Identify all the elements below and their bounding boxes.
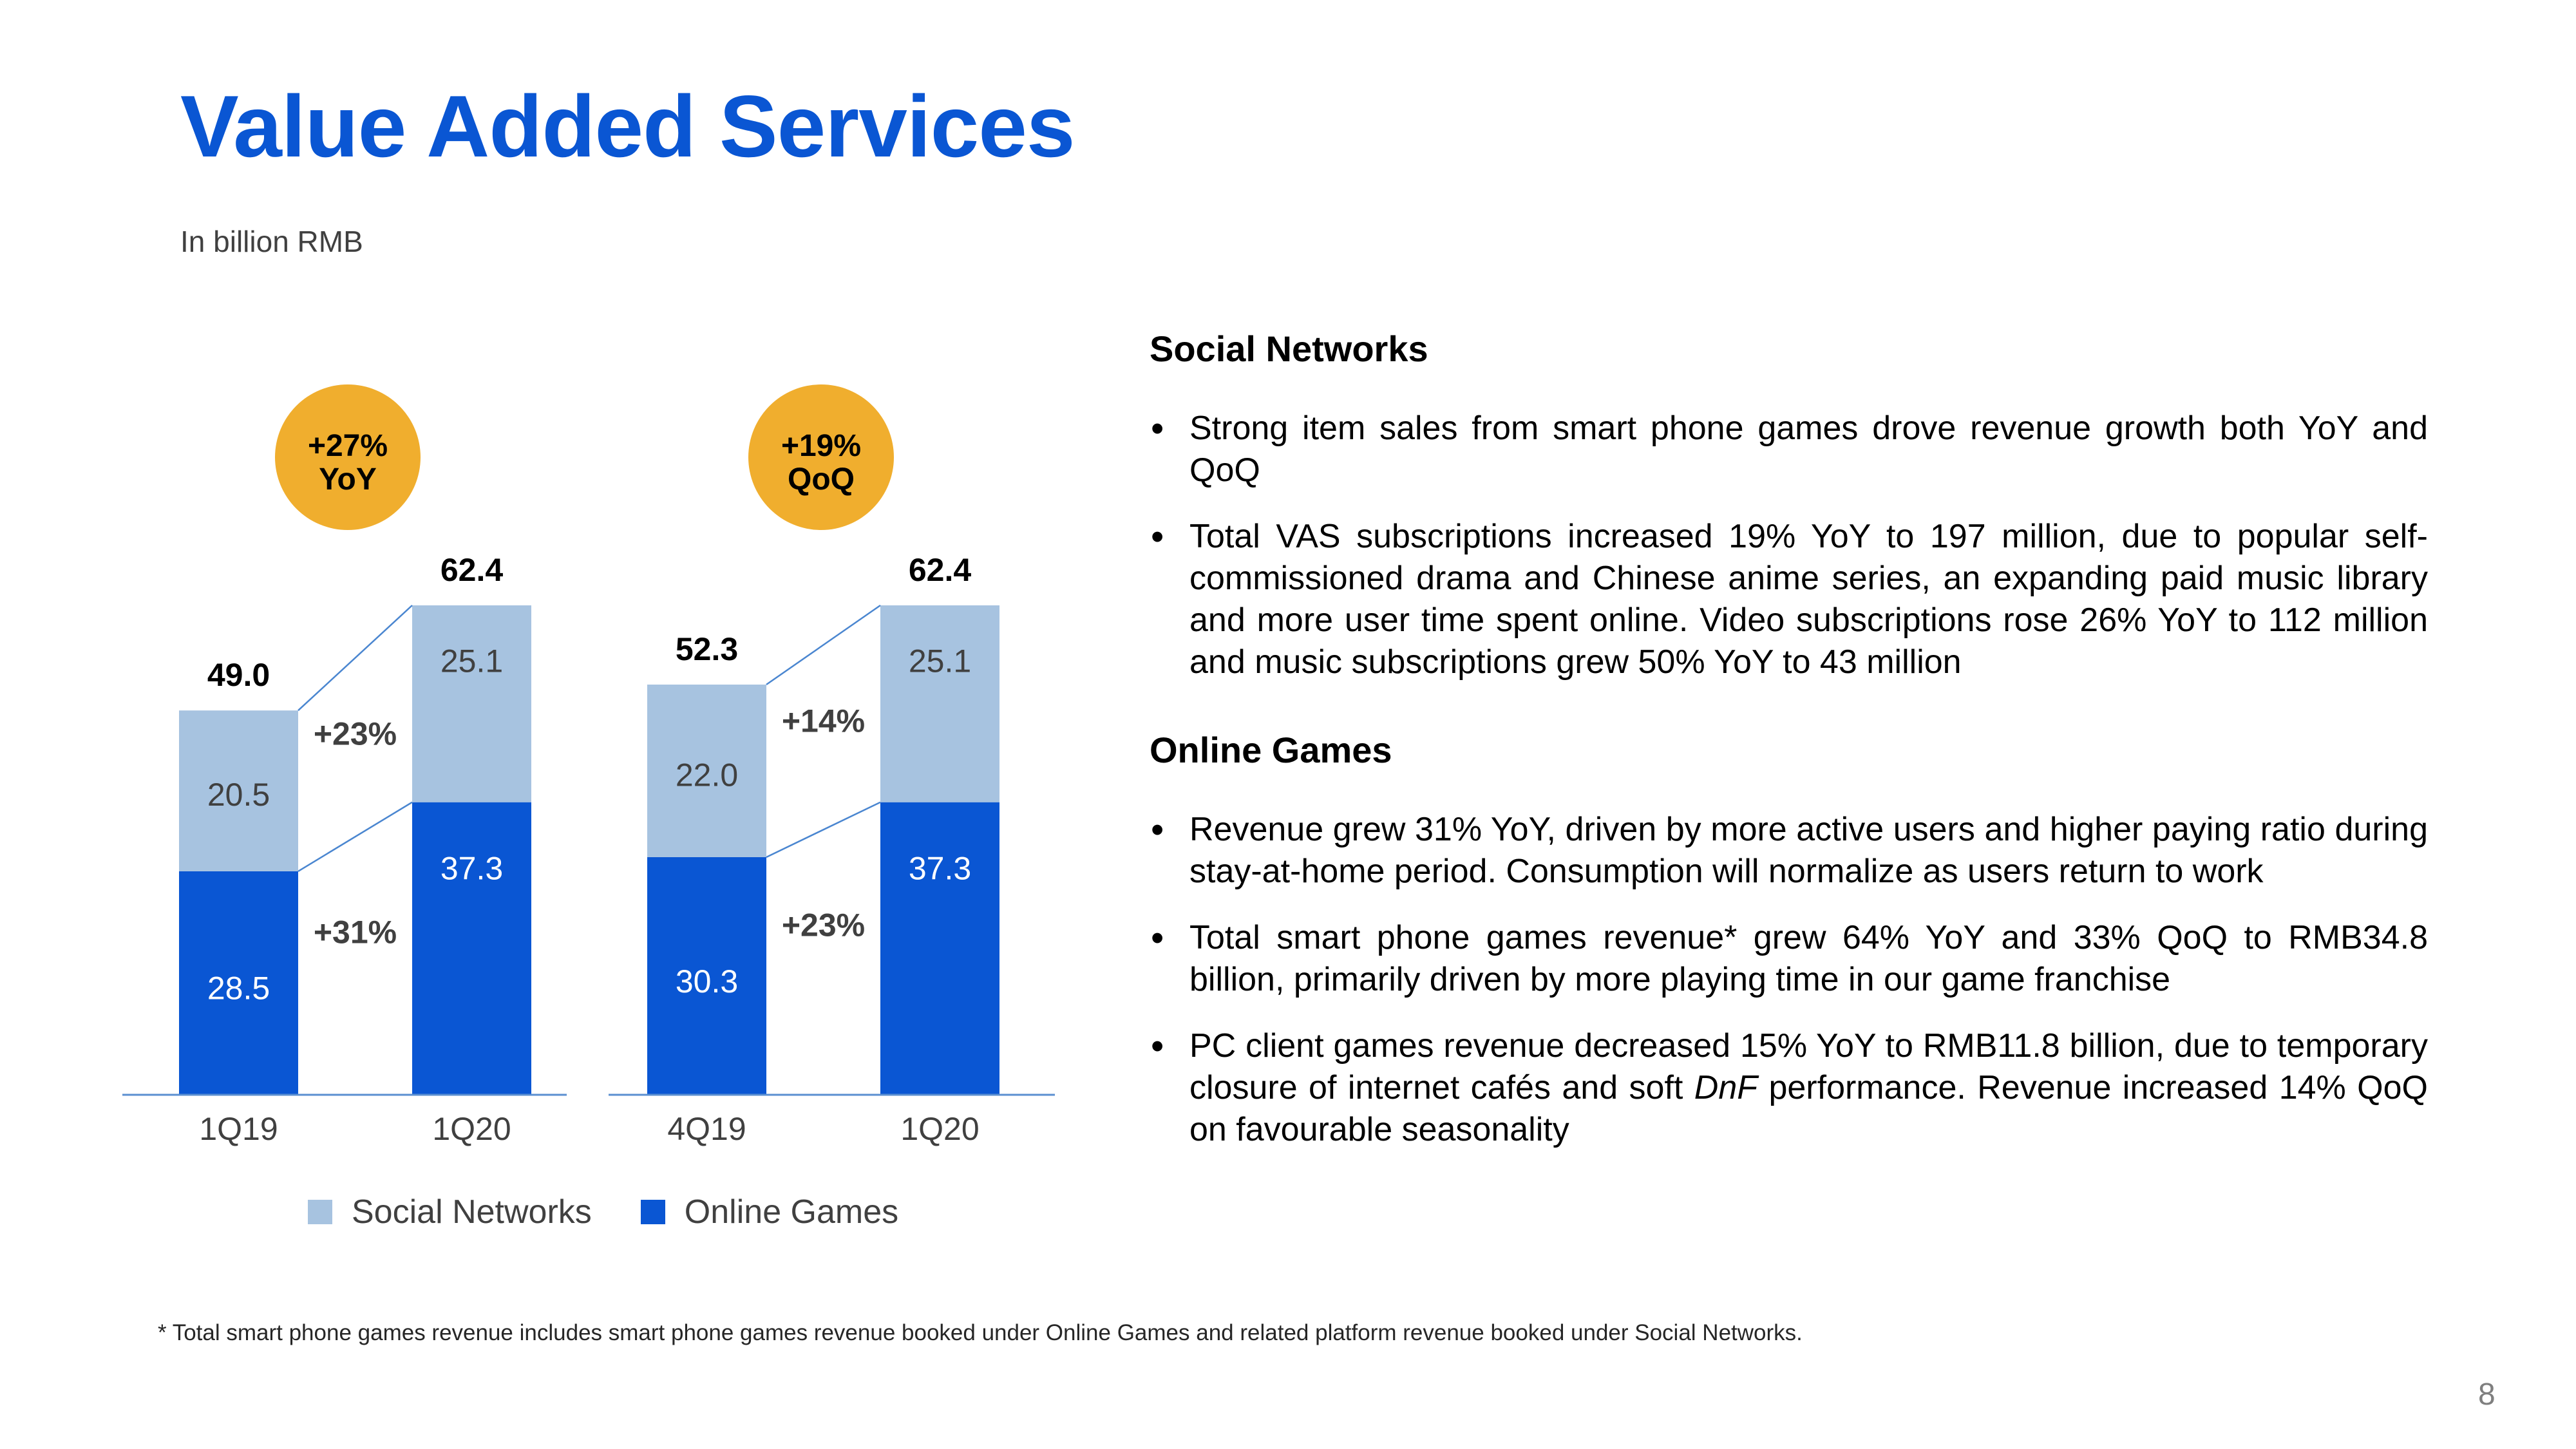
social-networks-bullets: Strong item sales from smart phone games… — [1150, 408, 2428, 683]
unit-subtitle: In billion RMB — [180, 225, 363, 258]
x-tick-label: 4Q19 — [667, 1111, 746, 1147]
data-label-total: 52.3 — [676, 631, 738, 667]
connector-line-total — [766, 604, 881, 686]
growth-badge-value: +27% — [308, 429, 388, 463]
online-games-bullets: Revenue grew 31% YoY, driven by more act… — [1150, 809, 2428, 1151]
growth-label-online-games: +23% — [782, 907, 865, 943]
growth-badge — [748, 384, 894, 530]
growth-badge-period: QoQ — [788, 462, 855, 497]
bullet-item: Strong item sales from smart phone games… — [1150, 408, 2428, 491]
bar-social-networks-1q20-c2 — [880, 605, 999, 802]
growth-badge-value: +19% — [781, 429, 861, 463]
x-tick-label: 1Q19 — [199, 1111, 278, 1147]
bar-online-games-1q20-c2 — [880, 802, 999, 1095]
footnote: * Total smart phone games revenue includ… — [158, 1320, 1803, 1345]
connector-line-total — [298, 605, 413, 712]
bullet-item: PC client games revenue decreased 15% Yo… — [1150, 1025, 2428, 1151]
bar-online-games-1q20-c1 — [412, 802, 531, 1095]
data-label-total: 62.4 — [909, 552, 972, 588]
x-tick-label: 1Q20 — [900, 1111, 979, 1147]
legend-label-social-networks: Social Networks — [352, 1193, 592, 1231]
bar-online-games-1q19-c1 — [179, 871, 298, 1095]
page-number: 8 — [2478, 1378, 2496, 1412]
bullet-item: Revenue grew 31% YoY, driven by more act… — [1150, 809, 2428, 893]
data-label-total: 49.0 — [207, 657, 270, 693]
growth-badge — [275, 384, 421, 530]
data-label-social-networks: 25.1 — [440, 643, 503, 679]
pc-bullet-game-title: DnF — [1694, 1069, 1758, 1107]
legend-swatch-online-games — [640, 1200, 665, 1224]
legend-swatch-social-networks — [308, 1200, 332, 1224]
chart-legend: Social Networks Online Games — [308, 1193, 947, 1231]
bar-social-networks-1q19-c1 — [179, 710, 298, 871]
data-label-total: 62.4 — [440, 552, 504, 588]
connector-line-online-games — [298, 801, 413, 872]
bullet-item: Total smart phone games revenue* grew 64… — [1150, 917, 2428, 1001]
x-tick-label: 1Q20 — [432, 1111, 511, 1147]
commentary-panel: Social Networks Strong item sales from s… — [1150, 327, 2428, 1151]
bar-social-networks-1q20-c1 — [412, 605, 531, 802]
bar-social-networks-4q19-c2 — [647, 685, 766, 857]
page-title: Value Added Services — [180, 77, 1075, 175]
data-label-social-networks: 20.5 — [207, 777, 270, 813]
section-heading-social-networks: Social Networks — [1150, 328, 1428, 369]
data-label-social-networks: 22.0 — [676, 757, 738, 793]
data-label-online-games: 37.3 — [909, 850, 971, 886]
data-label-online-games: 37.3 — [440, 850, 503, 886]
data-label-online-games: 28.5 — [207, 970, 270, 1006]
legend-label-online-games: Online Games — [684, 1193, 899, 1231]
growth-label-social-networks: +14% — [782, 703, 865, 739]
data-label-online-games: 30.3 — [676, 963, 738, 999]
bar-online-games-4q19-c2 — [647, 857, 766, 1095]
pc-bullet-text-2: performance. Revenue increased 14% QoQ o… — [1189, 1069, 2428, 1149]
pc-bullet-text-1: PC client games revenue decreased 15% Yo… — [1189, 1027, 2428, 1107]
legend-item-social-networks: Social Networks — [308, 1193, 592, 1231]
growth-badge-period: YoY — [319, 462, 377, 497]
section-heading-online-games: Online Games — [1150, 730, 1392, 771]
growth-label-social-networks: +23% — [314, 716, 397, 752]
legend-item-online-games: Online Games — [640, 1193, 899, 1231]
growth-label-online-games: +31% — [314, 914, 397, 950]
bullet-item: Total VAS subscriptions increased 19% Yo… — [1150, 516, 2428, 683]
data-label-social-networks: 25.1 — [909, 643, 971, 679]
connector-line-online-games — [766, 801, 881, 858]
